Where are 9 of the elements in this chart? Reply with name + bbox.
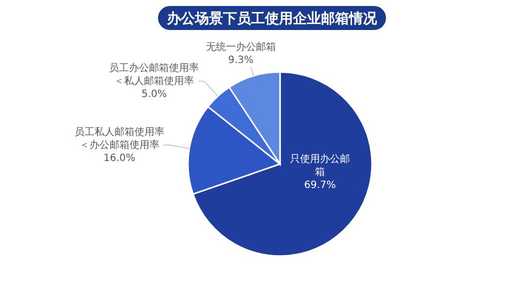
slice-label: 员工办公邮箱使用率＜私人邮箱使用率	[109, 62, 200, 88]
data-label: 16.0%	[103, 153, 136, 164]
slice-label: 员工私人邮箱使用率＜办公邮箱使用率	[74, 126, 164, 152]
slice-label: 无统一办公邮箱	[206, 41, 276, 54]
slice-label: 只使用办公邮箱	[290, 153, 350, 178]
chart-title: 办公场景下员工使用企业邮箱情况	[166, 11, 378, 27]
data-label: 5.0%	[142, 89, 167, 100]
data-label: 9.3%	[228, 55, 254, 66]
data-label: 69.7%	[304, 180, 336, 191]
